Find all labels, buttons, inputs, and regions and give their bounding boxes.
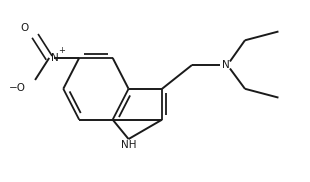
Text: O: O: [21, 23, 29, 33]
Text: −O: −O: [9, 83, 26, 93]
Text: NH: NH: [121, 140, 136, 150]
Text: +: +: [58, 46, 65, 55]
Text: N: N: [222, 60, 229, 70]
Text: N: N: [51, 53, 58, 63]
